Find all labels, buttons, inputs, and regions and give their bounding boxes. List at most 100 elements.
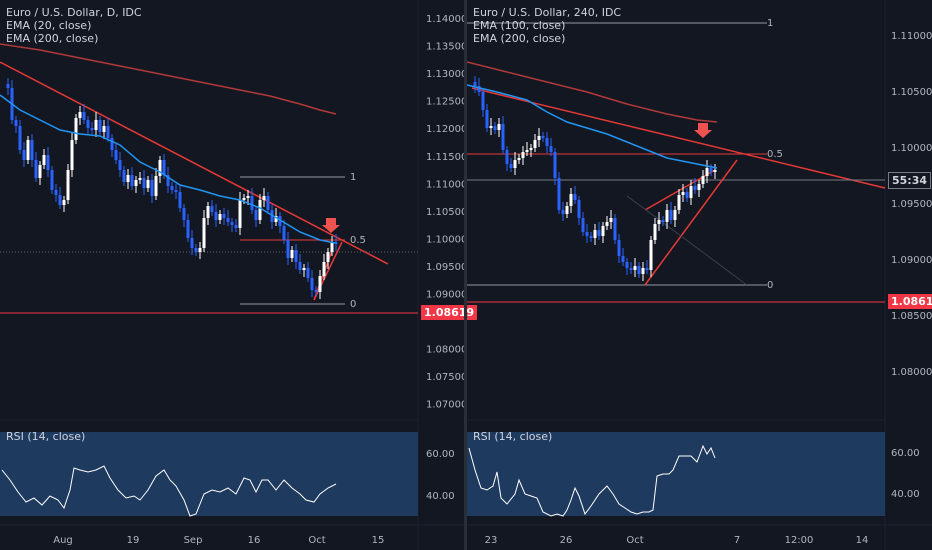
candle: [170, 186, 174, 190]
candle: [637, 266, 641, 274]
left-chart-panel[interactable]: 1.14000 1.13500 1.13000 1.12500 1.12000 1.115…: [0, 0, 478, 550]
candle: [46, 155, 50, 170]
candle: [533, 140, 537, 148]
right-rsi-band: [467, 432, 885, 516]
left-chart-canvas[interactable]: 1.14000 1.13500 1.13000 1.12500 1.12000 1.115…: [0, 0, 464, 550]
left-ema20-line: [0, 94, 336, 244]
candle: [605, 222, 609, 226]
candle: [238, 200, 242, 228]
left-indicator-ema-slow: EMA (200, close): [6, 32, 99, 45]
candle: [318, 276, 322, 292]
right-price-axis[interactable]: 1.11000 1.10500 1.10000 1.09500 1.09000 1.085…: [891, 31, 932, 378]
left-rsi-label: RSI (14, close): [6, 430, 86, 443]
panel-divider[interactable]: [464, 0, 467, 550]
candle: [102, 126, 106, 132]
candle: [258, 200, 262, 220]
candle: [641, 268, 645, 274]
candle: [609, 218, 613, 222]
candle: [294, 250, 298, 262]
left-time-tick: 15: [372, 535, 385, 546]
candle: [186, 220, 190, 238]
candle: [282, 226, 286, 240]
right-time-tick: 26: [560, 535, 573, 546]
candle: [126, 175, 130, 182]
candle: [130, 175, 134, 186]
candle: [74, 118, 78, 140]
right-wedge-extension: [626, 195, 748, 286]
candle: [98, 120, 102, 132]
candle: [541, 136, 545, 138]
right-fib-label: 0: [767, 280, 773, 291]
right-current-price-tag: 55:34: [888, 172, 932, 189]
candle: [577, 200, 581, 218]
right-ema200-line: [467, 61, 718, 123]
candle: [18, 126, 22, 150]
right-rsi-label: RSI (14, close): [473, 430, 553, 443]
candle: [178, 192, 182, 208]
candle: [693, 186, 697, 190]
left-price-axis[interactable]: 1.14000 1.13500 1.13000 1.12500 1.12000 1.115…: [426, 14, 464, 411]
candle: [553, 152, 557, 178]
candle: [262, 196, 266, 200]
candle: [681, 192, 685, 195]
right-rsi-axis: 60.00 40.00: [891, 448, 920, 500]
candle: [665, 210, 669, 222]
right-price-tick: 1.10000: [891, 143, 932, 154]
left-time-axis[interactable]: Aug 19 Sep 16 Oct 15: [53, 535, 384, 546]
candle: [26, 140, 30, 160]
left-price-tick: 1.08000: [426, 345, 464, 356]
right-time-axis[interactable]: 23 26 Oct 7 12:00 14: [485, 535, 869, 546]
candle: [82, 112, 86, 120]
candle: [497, 124, 501, 130]
left-price-tick: 1.10000: [426, 234, 464, 245]
right-chart-canvas[interactable]: 1.11000 1.10500 1.10000 1.09500 1.09000 1.085…: [467, 0, 932, 550]
candle: [58, 195, 62, 205]
candle: [202, 218, 206, 248]
candle: [54, 190, 58, 195]
candle: [250, 196, 254, 210]
right-price-tick: 1.10500: [891, 87, 932, 98]
candle: [306, 268, 310, 278]
candle: [310, 278, 314, 290]
candle: [206, 206, 210, 218]
left-time-tick: 19: [127, 535, 140, 546]
candle: [166, 175, 170, 186]
left-indicator-ema-fast: EMA (20, close): [6, 19, 92, 32]
candle: [298, 262, 302, 270]
candle: [242, 198, 246, 200]
right-down-arrow-icon: [694, 123, 712, 138]
candle: [62, 200, 66, 205]
left-rsi-axis: 60.00 40.00: [426, 449, 455, 502]
candle: [326, 252, 330, 262]
candle: [705, 168, 709, 176]
right-chart-panel[interactable]: 1.11000 1.10500 1.10000 1.09500 1.09000 1.085…: [467, 0, 932, 550]
left-time-tick: Aug: [53, 535, 73, 546]
candle: [86, 120, 90, 128]
candle: [290, 250, 294, 258]
left-price-tick: 1.11500: [426, 152, 464, 163]
candle: [513, 160, 517, 168]
candle: [246, 196, 250, 198]
candle: [302, 268, 306, 270]
candle: [673, 210, 677, 220]
candle: [146, 180, 150, 188]
left-fib-label: 1: [350, 172, 356, 183]
left-time-tick: Oct: [308, 535, 325, 546]
candle: [42, 155, 46, 165]
candle: [330, 242, 334, 252]
candle: [525, 150, 529, 152]
candle: [274, 216, 278, 222]
candle: [286, 240, 290, 258]
left-price-tick: 1.09500: [426, 262, 464, 273]
candle: [226, 218, 230, 222]
candle: [6, 84, 10, 88]
left-price-tick: 1.12500: [426, 97, 464, 108]
left-price-tick: 1.07500: [426, 372, 464, 383]
left-fib-label: 0: [350, 299, 356, 310]
left-price-tick: 1.10500: [426, 207, 464, 218]
candle: [573, 194, 577, 200]
candle: [106, 126, 110, 138]
candle: [114, 150, 118, 160]
left-fib-label: 0.5: [350, 235, 366, 246]
candle: [34, 160, 38, 178]
